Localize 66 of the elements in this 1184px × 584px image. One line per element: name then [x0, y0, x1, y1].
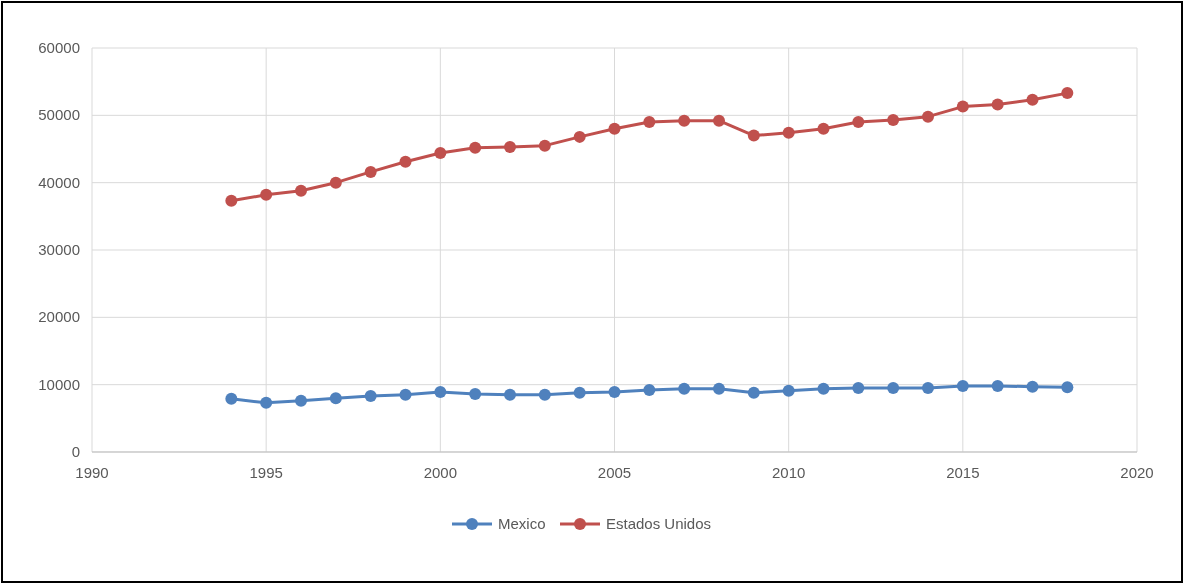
point	[1026, 380, 1039, 393]
x-tick-label: 2000	[423, 464, 458, 481]
point	[817, 122, 830, 135]
point	[538, 139, 551, 152]
point	[678, 382, 691, 395]
point	[782, 126, 795, 139]
y-tick-label: 10000	[38, 375, 80, 393]
point	[364, 165, 377, 178]
point	[782, 384, 795, 397]
x-tick-label: 1995	[249, 464, 283, 481]
point	[295, 184, 307, 197]
point	[295, 394, 307, 407]
point	[713, 382, 725, 395]
y-tick-label: 0	[71, 443, 80, 460]
point	[573, 130, 586, 143]
y-tick-label: 40000	[38, 173, 80, 191]
point	[329, 176, 342, 189]
point	[469, 388, 482, 401]
point	[260, 188, 273, 201]
y-tick-label: 60000	[38, 39, 80, 56]
x-tick-label: 2010	[771, 464, 806, 481]
point	[747, 386, 760, 399]
x-tick-label: 2015	[946, 464, 980, 481]
y-tick-label: 50000	[38, 106, 80, 124]
point	[329, 392, 342, 405]
point	[225, 392, 238, 405]
point	[399, 388, 412, 401]
point	[608, 122, 621, 135]
point	[1026, 93, 1039, 106]
point	[678, 114, 691, 127]
point	[225, 194, 238, 207]
x-tick-label: 2005	[597, 464, 632, 481]
point	[1061, 381, 1074, 394]
point	[504, 388, 516, 401]
point	[956, 380, 969, 393]
point	[887, 114, 900, 127]
point	[469, 141, 482, 154]
point	[573, 386, 586, 399]
legend-label: Mexico	[498, 515, 546, 532]
legend-label: Estados Unidos	[606, 515, 712, 532]
point	[991, 98, 1004, 111]
point	[260, 396, 273, 409]
point	[1061, 87, 1074, 100]
point	[817, 382, 830, 395]
point	[956, 100, 969, 113]
x-tick-label: 1990	[75, 464, 109, 481]
point	[608, 386, 621, 399]
point	[747, 129, 760, 142]
point	[852, 382, 865, 395]
point	[538, 388, 551, 401]
point	[887, 382, 900, 395]
point	[434, 386, 447, 399]
point	[922, 110, 934, 123]
point	[399, 155, 412, 168]
y-tick-label: 20000	[38, 308, 80, 326]
point	[852, 116, 865, 129]
point	[504, 140, 516, 153]
point	[991, 380, 1004, 393]
point	[364, 390, 377, 403]
y-tick-label: 30000	[38, 241, 80, 258]
point	[434, 147, 447, 160]
point	[643, 116, 656, 129]
x-tick-label: 2020	[1120, 464, 1154, 481]
point	[713, 114, 725, 127]
point	[922, 382, 934, 395]
point	[643, 384, 656, 397]
